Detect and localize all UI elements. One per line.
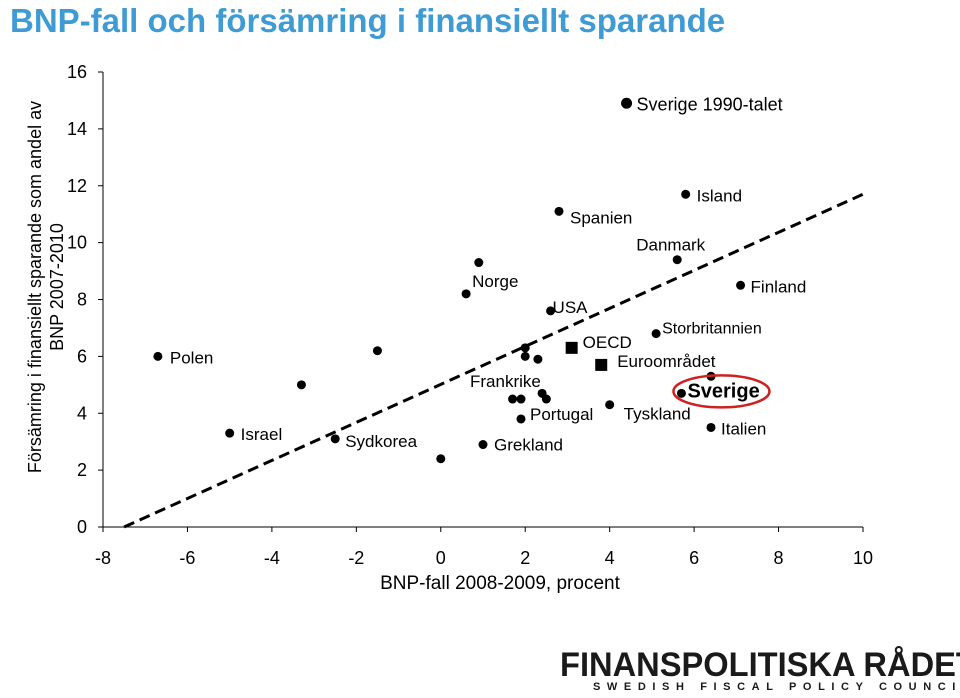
logo-subtitle: SWEDISH FISCAL POLICY COUNCIL <box>593 681 960 693</box>
point-label: Sverige <box>687 380 759 402</box>
x-tick-label: -6 <box>179 548 195 568</box>
y-tick-label: 2 <box>77 460 87 480</box>
x-tick-label: -4 <box>264 548 280 568</box>
x-tick-label: -2 <box>348 548 364 568</box>
data-point <box>516 414 526 424</box>
y-tick-label: 6 <box>77 346 87 366</box>
chart-title: BNP-fall och försämring i finansiellt sp… <box>10 2 726 39</box>
data-point <box>474 258 484 268</box>
data-point <box>520 351 530 361</box>
aggregate-point <box>595 358 608 371</box>
logo: FINANSPOLITISKA RÅDET SWEDISH FISCAL POL… <box>560 647 960 693</box>
y-tick-label: 16 <box>67 62 87 82</box>
x-tick-label: 6 <box>689 548 699 568</box>
aggregate-label: OECD <box>583 333 632 352</box>
point-label: Sverige 1990-talet <box>637 94 783 114</box>
point-label: Danmark <box>636 236 705 255</box>
y-tick-label: 12 <box>67 176 87 196</box>
trendline <box>123 192 864 529</box>
point-label: Portugal <box>530 405 593 424</box>
data-point <box>225 428 235 438</box>
data-point <box>436 454 446 464</box>
point-label: Norge <box>472 272 518 291</box>
x-tick-label: 8 <box>774 548 784 568</box>
point-label: Storbritannien <box>662 321 762 338</box>
x-tick-label: 0 <box>436 548 446 568</box>
data-point <box>533 354 543 364</box>
data-point <box>153 351 163 361</box>
data-point <box>681 189 691 199</box>
point-label: Sydkorea <box>345 432 417 451</box>
data-point <box>478 440 488 450</box>
x-tick-label: -8 <box>95 548 111 568</box>
data-point <box>546 306 556 316</box>
data-point <box>372 346 382 356</box>
data-point <box>621 97 633 109</box>
data-point <box>296 380 306 390</box>
data-point <box>736 280 746 290</box>
aggregate-label: Euroområdet <box>617 352 716 371</box>
point-label: Grekland <box>494 436 563 455</box>
highlight-circle <box>672 374 771 409</box>
point-label: USA <box>553 298 589 317</box>
point-label: Finland <box>751 277 807 296</box>
data-point <box>330 434 340 444</box>
point-label: Frankrike <box>470 372 541 391</box>
data-point <box>516 394 526 404</box>
point-label: Italien <box>721 419 766 438</box>
data-point <box>706 422 716 432</box>
point-label: Island <box>697 186 742 205</box>
y-tick-label: 4 <box>77 403 87 423</box>
data-points <box>153 97 746 464</box>
logo-name: FINANSPOLITISKA RÅDET <box>560 646 960 684</box>
x-axis-label: BNP-fall 2008-2009, procent <box>380 573 620 594</box>
data-point <box>520 343 530 353</box>
aggregate-point <box>565 341 578 354</box>
data-point <box>651 329 661 339</box>
x-tick-label: 2 <box>520 548 530 568</box>
point-label: Israel <box>241 425 283 444</box>
axes: 0 2 4 6 8 10 12 14 16 -8 -6 -4 -2 0 2 4 6 8 10 <box>67 62 873 568</box>
point-label: Polen <box>170 348 213 367</box>
data-point <box>508 394 518 404</box>
point-label: Spanien <box>570 208 632 227</box>
trendline-dashed <box>123 192 864 529</box>
data-point <box>541 394 551 404</box>
data-point <box>605 400 615 410</box>
y-tick-label: 0 <box>77 517 87 537</box>
x-tick-label: 10 <box>853 548 873 568</box>
data-point <box>676 388 686 398</box>
y-tick-label: 8 <box>77 290 87 310</box>
data-point <box>672 255 682 265</box>
x-tick-label: 4 <box>605 548 615 568</box>
point-label: Tyskland <box>624 405 691 424</box>
data-point <box>461 289 471 299</box>
y-tick-label: 14 <box>67 119 87 139</box>
data-point <box>554 206 564 216</box>
y-tick-label: 10 <box>67 233 87 253</box>
